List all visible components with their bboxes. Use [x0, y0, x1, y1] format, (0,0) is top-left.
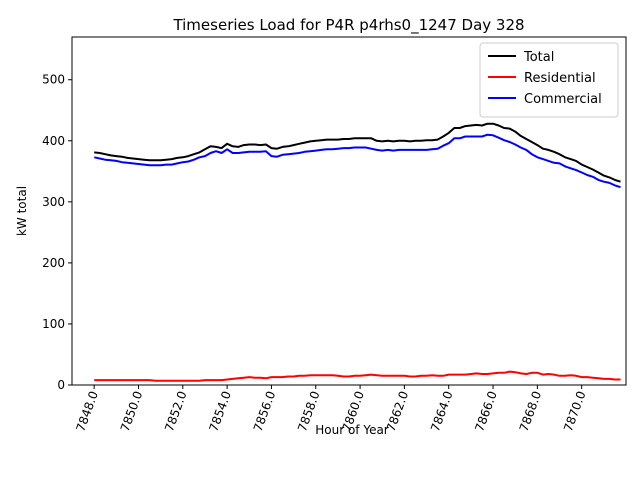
series-line-total: [94, 122, 621, 183]
y-tick-label: 100: [42, 317, 65, 331]
x-axis-label: Hour of Year: [315, 423, 389, 437]
chart-title: Timeseries Load for P4R p4rhs0_1247 Day …: [172, 16, 524, 35]
y-tick-label: 500: [42, 73, 65, 87]
series-line-commercial: [93, 133, 621, 189]
legend-label-total: Total: [523, 50, 554, 65]
series-line-residential: [94, 370, 621, 382]
y-tick-label: 0: [57, 378, 65, 392]
legend: Total Residential Commercial: [479, 42, 619, 118]
y-tick-label: 300: [42, 195, 65, 209]
plot-frame: [71, 36, 627, 386]
y-tick-label: 200: [42, 256, 65, 270]
legend-label-residential: Residential: [524, 71, 596, 86]
y-axis-label: kW total: [15, 186, 29, 236]
legend-label-commercial: Commercial: [524, 92, 602, 107]
y-tick-label: 400: [42, 134, 65, 148]
